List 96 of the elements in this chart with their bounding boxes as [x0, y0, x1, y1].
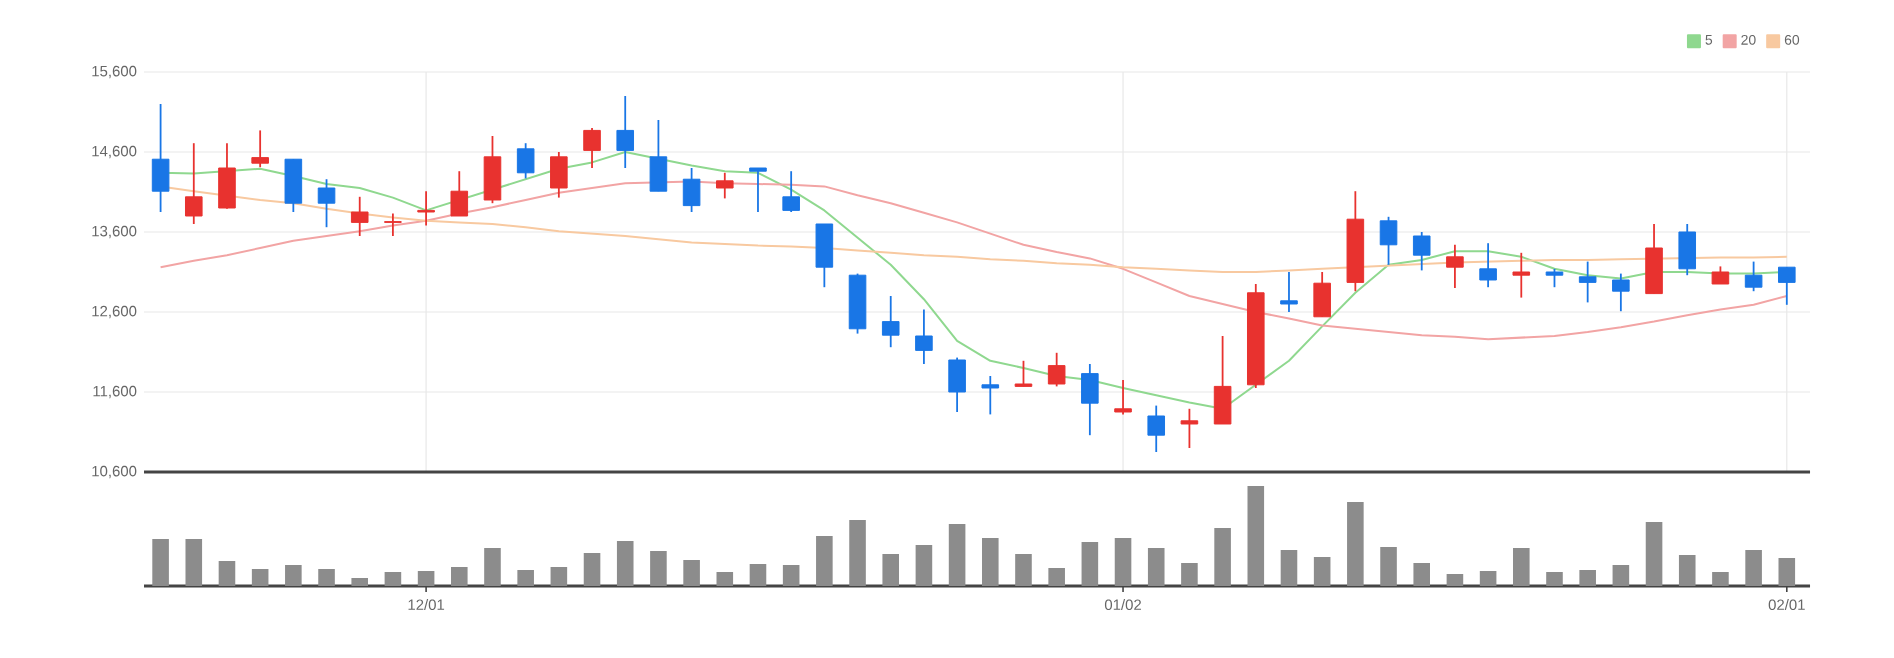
- bar: [384, 572, 402, 586]
- bar: [1413, 563, 1431, 586]
- bar: [981, 538, 999, 586]
- bar: [1347, 502, 1364, 586]
- bar: [484, 548, 501, 586]
- bar: [1313, 557, 1331, 586]
- candlestick: [1047, 351, 1066, 388]
- candlestick: [1081, 363, 1099, 437]
- candlestick: [1313, 271, 1331, 318]
- candlestick: [649, 119, 668, 193]
- bar: [218, 561, 236, 586]
- bar: [650, 551, 667, 586]
- bar: [816, 536, 833, 586]
- candlestick: [450, 170, 469, 217]
- candlestick: [749, 167, 767, 213]
- bar: [1546, 572, 1563, 586]
- bar: [1114, 538, 1132, 586]
- bar: [583, 553, 601, 586]
- bar: [1081, 542, 1099, 586]
- candlestick: [1645, 223, 1663, 295]
- bar: [285, 565, 302, 586]
- bar: [849, 520, 866, 586]
- bar: [1380, 547, 1397, 586]
- candlestick: [1412, 231, 1431, 272]
- candlestick: [881, 295, 900, 349]
- candlestick: [1280, 271, 1298, 313]
- bar: [251, 569, 269, 586]
- candlestick: [915, 308, 933, 365]
- bar: [1015, 554, 1032, 586]
- candlestick: [1114, 379, 1132, 416]
- candlestick: [218, 142, 236, 210]
- bar: [1247, 486, 1265, 586]
- bar: [782, 565, 800, 586]
- candlestick: [1147, 404, 1166, 453]
- candlestick: [1479, 242, 1497, 289]
- bar: [318, 569, 335, 586]
- candlestick: [1612, 272, 1630, 313]
- bar: [417, 571, 435, 586]
- candlestick: [350, 195, 369, 237]
- candlestick: [782, 170, 800, 213]
- candlestick: [483, 135, 502, 205]
- candlestick: [1446, 243, 1464, 289]
- bar: [152, 539, 169, 586]
- candlestick: [1744, 260, 1763, 293]
- bar: [1479, 571, 1497, 586]
- bar: [1645, 522, 1663, 586]
- bar: [948, 524, 966, 586]
- candlestick: [981, 375, 1000, 416]
- candlestick: [616, 95, 635, 169]
- candlestick: [815, 223, 834, 289]
- bar: [1678, 555, 1696, 586]
- bar: [450, 567, 468, 586]
- bar: [550, 567, 568, 586]
- bar: [1214, 528, 1231, 586]
- candlestick: [583, 127, 601, 169]
- bar: [1513, 548, 1530, 586]
- bar: [351, 578, 369, 586]
- candlestick: [317, 178, 336, 229]
- candlestick: [417, 190, 435, 227]
- candlestick: [251, 129, 269, 169]
- bar: [185, 539, 203, 586]
- candlestick: [1545, 267, 1564, 289]
- bar: [1778, 558, 1796, 586]
- bar: [1147, 548, 1165, 586]
- candlestick: [516, 142, 535, 180]
- bar: [749, 564, 767, 586]
- candlestick: [1512, 251, 1531, 299]
- bar: [915, 545, 933, 586]
- candlestick: [184, 142, 203, 225]
- candlestick: [1014, 359, 1033, 388]
- bar: [882, 554, 900, 586]
- candlestick: [682, 167, 701, 213]
- bar: [1712, 572, 1729, 586]
- bar: [1181, 563, 1198, 586]
- candlestick: [1379, 215, 1398, 266]
- bar: [716, 572, 734, 586]
- candlestick: [384, 212, 402, 237]
- bar: [1048, 568, 1065, 586]
- bar: [1446, 574, 1464, 586]
- bar: [616, 541, 634, 586]
- candlestick: [284, 158, 303, 213]
- bar: [1745, 550, 1762, 586]
- candlestick: [1778, 266, 1796, 306]
- candlestick: [550, 151, 568, 199]
- candlestick: [948, 356, 966, 413]
- candlestick: [1180, 407, 1199, 449]
- bar: [683, 560, 700, 586]
- candlestick: [1578, 260, 1597, 304]
- candlestick: [1678, 223, 1697, 277]
- bar: [1612, 565, 1630, 586]
- candlestick: [715, 171, 734, 200]
- bar: [517, 570, 534, 586]
- candlestick: [1213, 335, 1232, 425]
- bar: [1280, 550, 1298, 586]
- bar: [1579, 570, 1596, 586]
- candlestick: [151, 103, 170, 213]
